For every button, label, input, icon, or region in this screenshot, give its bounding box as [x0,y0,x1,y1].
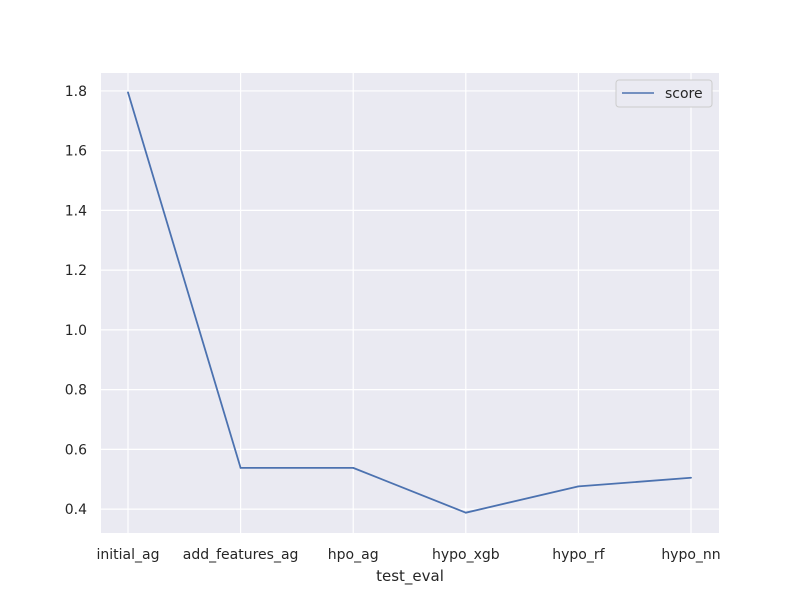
x-tick-label: hypo_nn [661,547,720,563]
y-tick-label: 0.8 [65,383,87,399]
x-tick-label: initial_ag [97,547,160,563]
legend: score [615,79,713,108]
data-point [239,466,242,469]
x-axis-label: test_eval [376,567,444,586]
data-point [127,91,129,94]
x-tick-label: hypo_rf [552,547,605,563]
x-axis-ticks: initial_ag add_features_ag hpo_ag hypo_xgb h… [97,547,721,563]
y-tick-label: 1.6 [65,144,87,160]
y-tick-label: 0.6 [65,442,87,458]
plot-area [101,73,719,533]
grid [101,73,719,533]
y-tick-label: 1.8 [65,84,87,100]
data-point [577,485,580,488]
data-point [690,476,692,479]
series-line-score [127,92,692,514]
data-point [464,511,467,514]
x-tick-label: hpo_ag [328,547,379,563]
y-tick-label: 1.0 [65,323,87,339]
data-point [352,466,355,469]
x-tick-label: add_features_ag [183,547,299,563]
legend-box [615,79,713,108]
x-tick-label: hypo_xgb [432,547,500,563]
series-layer [127,91,692,514]
y-axis-ticks: 0.4 0.6 0.8 1.0 1.2 1.4 1.6 1.8 [65,84,87,518]
y-tick-label: 1.2 [65,263,87,279]
y-tick-label: 1.4 [65,203,87,219]
legend-label: score [665,86,703,102]
y-tick-label: 0.4 [65,502,87,518]
